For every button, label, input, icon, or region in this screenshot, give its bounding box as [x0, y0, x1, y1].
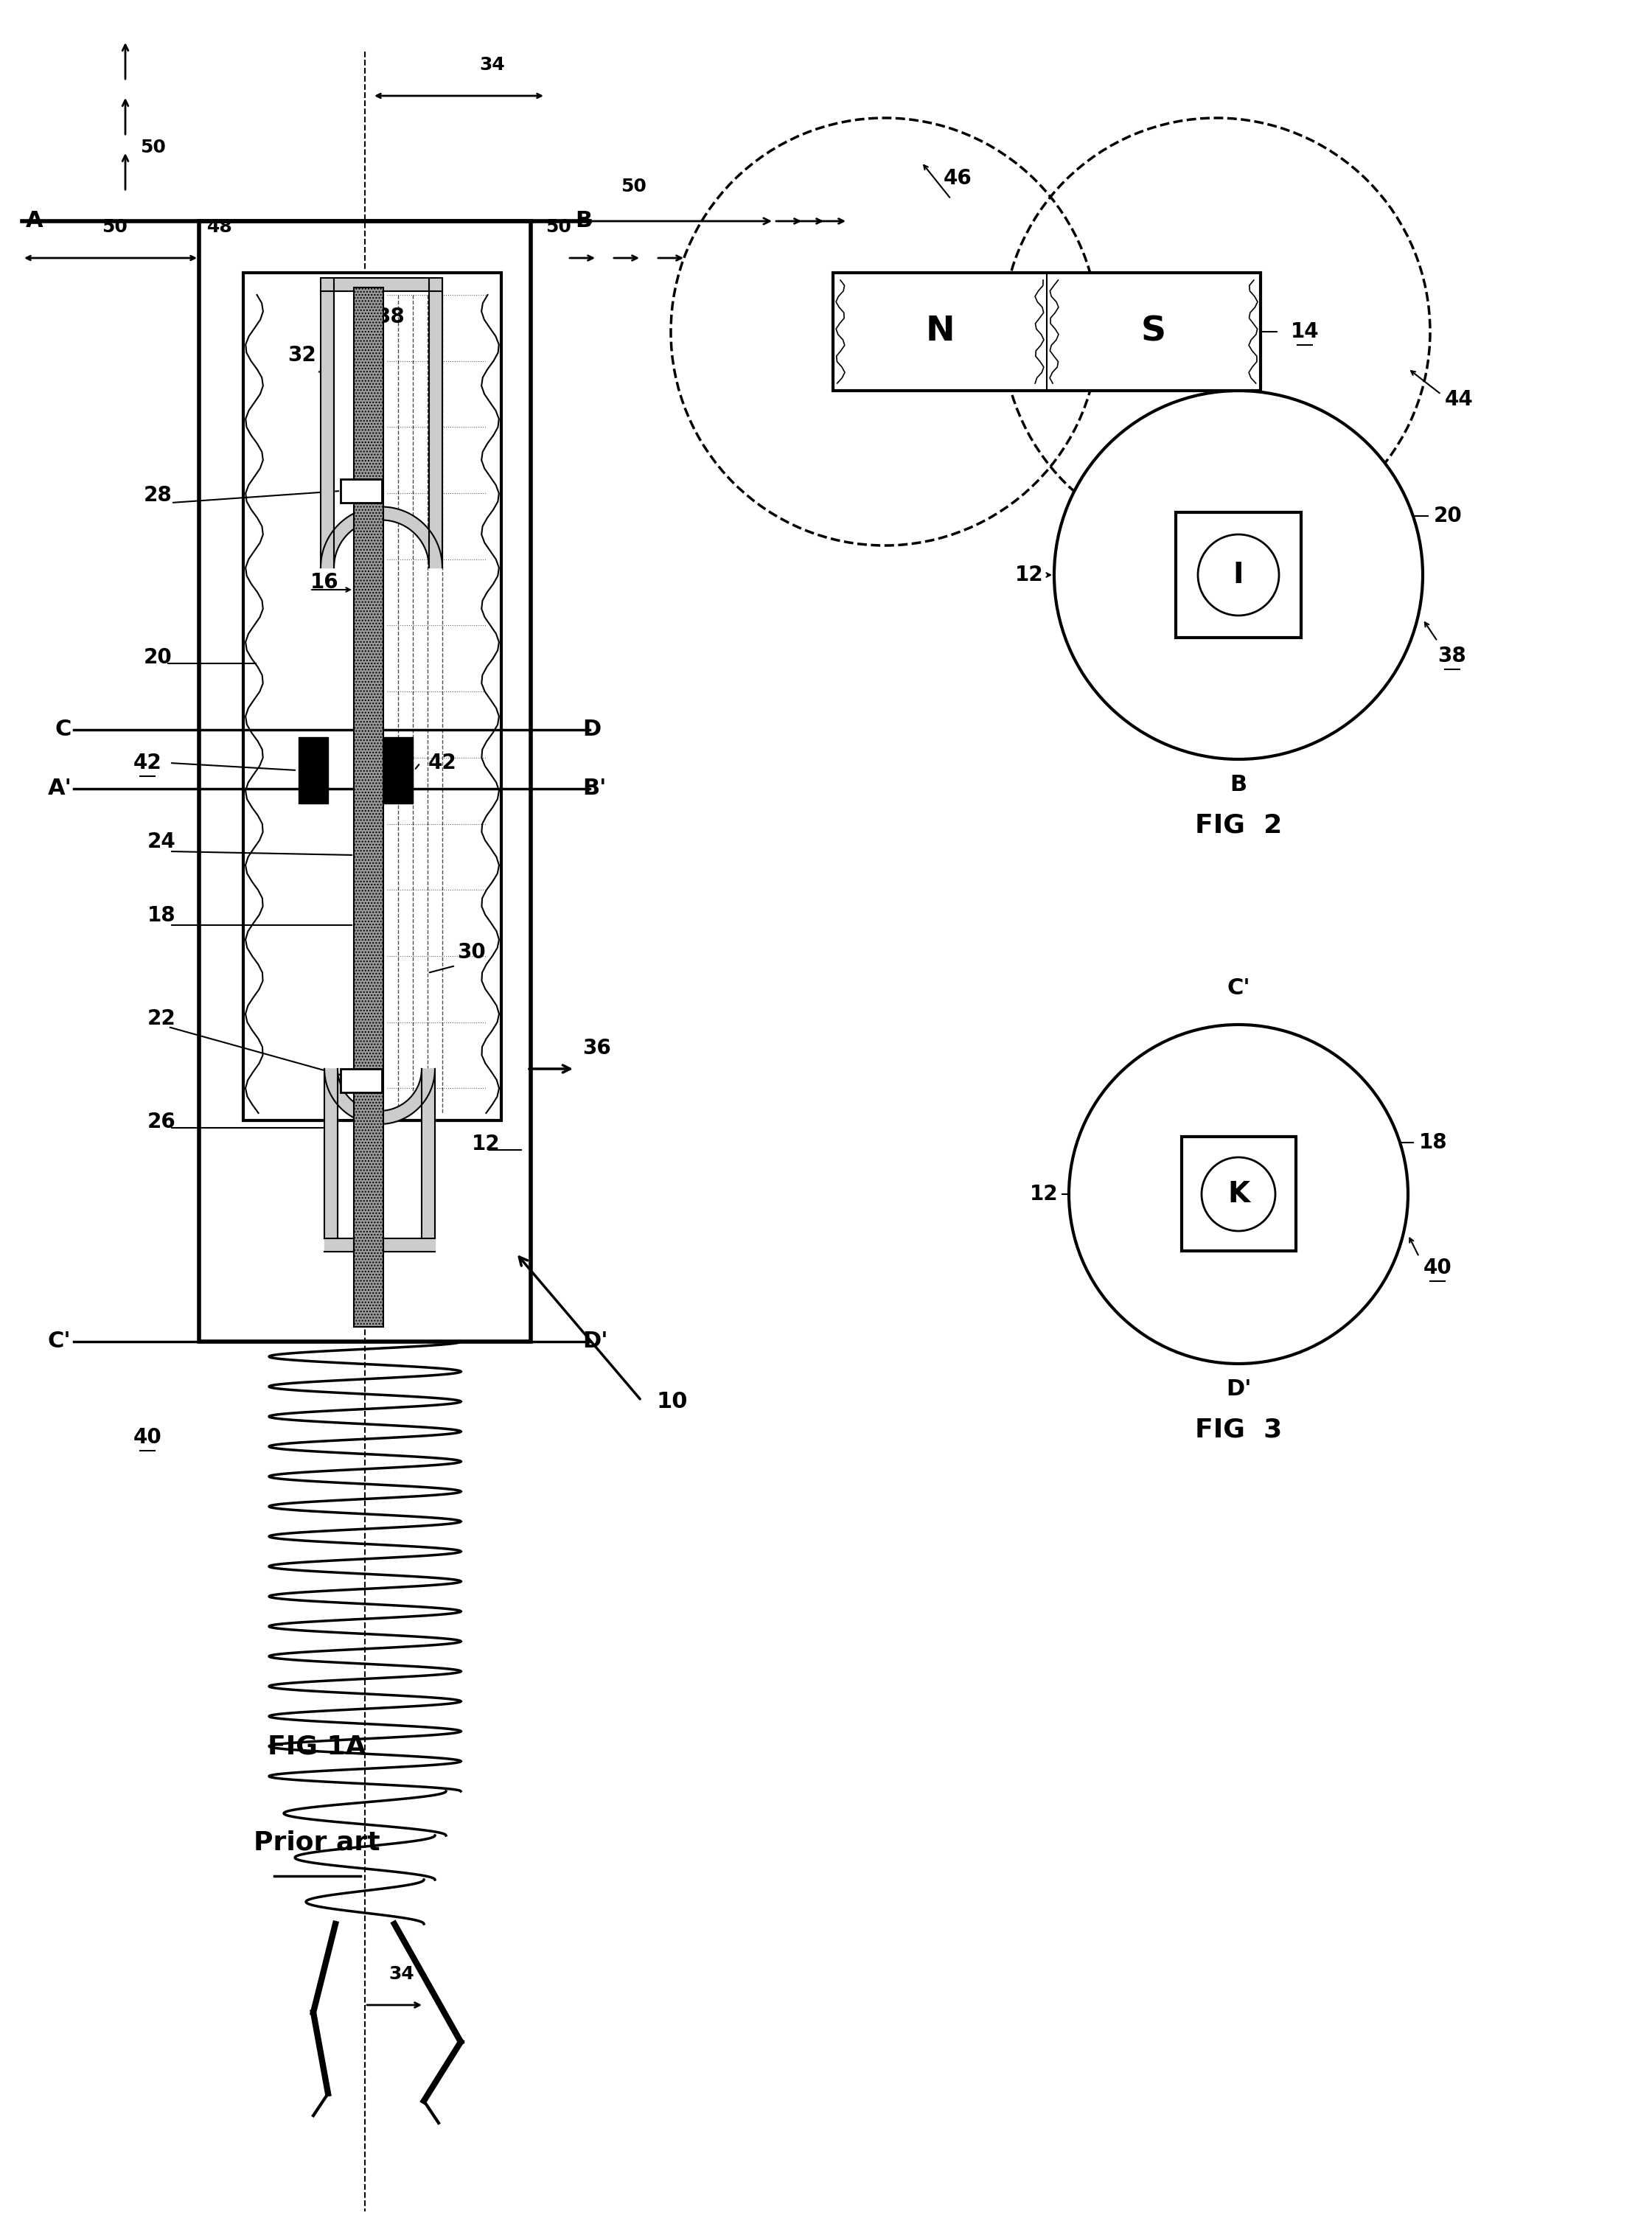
- Text: 20: 20: [1434, 505, 1462, 525]
- Text: 12: 12: [1014, 565, 1042, 586]
- Circle shape: [1198, 534, 1279, 615]
- Polygon shape: [324, 1068, 337, 1238]
- Bar: [354, 288, 383, 1328]
- Bar: [243, 273, 501, 1120]
- Text: 36: 36: [583, 1037, 611, 1059]
- Text: 12: 12: [1029, 1185, 1057, 1205]
- Text: N: N: [925, 315, 955, 349]
- Polygon shape: [320, 507, 443, 568]
- Text: 22: 22: [147, 1008, 177, 1028]
- Circle shape: [1069, 1024, 1408, 1363]
- Text: C: C: [55, 720, 71, 740]
- Text: C': C': [1227, 977, 1251, 999]
- Text: 50: 50: [545, 219, 572, 237]
- Text: 24: 24: [147, 831, 177, 852]
- Text: S: S: [1142, 315, 1166, 349]
- Text: 42: 42: [428, 753, 456, 773]
- Text: B': B': [583, 778, 606, 800]
- Text: 14: 14: [1290, 322, 1318, 342]
- Bar: [340, 478, 382, 503]
- Text: A: A: [1229, 344, 1247, 364]
- Text: 12: 12: [472, 1133, 501, 1153]
- Text: 40: 40: [1424, 1258, 1452, 1278]
- Bar: [198, 221, 530, 1341]
- Polygon shape: [430, 277, 443, 568]
- Text: 34: 34: [479, 56, 506, 74]
- Text: 34: 34: [388, 1965, 415, 1982]
- Text: 10: 10: [656, 1390, 687, 1413]
- Text: 28: 28: [144, 485, 172, 505]
- Polygon shape: [324, 1238, 434, 1252]
- Text: I: I: [1232, 561, 1244, 590]
- Text: 40: 40: [134, 1428, 162, 1448]
- Polygon shape: [320, 277, 334, 568]
- Polygon shape: [324, 1068, 434, 1124]
- Text: 50: 50: [101, 219, 127, 237]
- Text: A': A': [48, 778, 73, 800]
- Text: 42: 42: [134, 753, 162, 773]
- Circle shape: [1201, 1158, 1275, 1231]
- Text: 48: 48: [206, 219, 233, 237]
- Bar: [1176, 512, 1302, 637]
- Bar: [299, 738, 329, 802]
- Text: K: K: [1227, 1180, 1249, 1209]
- Text: 16: 16: [311, 572, 339, 592]
- Circle shape: [1054, 391, 1422, 760]
- Text: 38: 38: [377, 306, 405, 326]
- Text: 46: 46: [943, 168, 971, 188]
- Text: 18: 18: [1419, 1133, 1447, 1153]
- Text: 50: 50: [621, 177, 648, 194]
- Bar: [340, 1068, 382, 1093]
- Text: 20: 20: [144, 648, 172, 668]
- Text: 26: 26: [147, 1111, 177, 1133]
- Polygon shape: [421, 1068, 434, 1238]
- Text: 50: 50: [140, 139, 165, 156]
- Text: 30: 30: [458, 943, 486, 963]
- Text: C': C': [48, 1330, 71, 1352]
- Text: FIG 1A: FIG 1A: [268, 1734, 367, 1759]
- Text: D': D': [1226, 1379, 1251, 1399]
- Text: 32: 32: [287, 344, 316, 367]
- Text: Prior art: Prior art: [254, 1830, 380, 1855]
- Text: 18: 18: [147, 905, 175, 925]
- Text: 38: 38: [1437, 646, 1467, 666]
- Bar: [383, 738, 413, 802]
- Polygon shape: [320, 277, 443, 291]
- Bar: [833, 273, 1260, 391]
- Text: 44: 44: [1446, 389, 1474, 409]
- Text: B: B: [575, 210, 591, 232]
- Text: A: A: [26, 210, 43, 232]
- Bar: [1181, 1138, 1295, 1252]
- Text: FIG  3: FIG 3: [1194, 1417, 1282, 1442]
- Text: B: B: [1231, 773, 1247, 796]
- Text: D': D': [583, 1330, 608, 1352]
- Text: FIG  2: FIG 2: [1194, 814, 1282, 838]
- Text: D: D: [583, 720, 601, 740]
